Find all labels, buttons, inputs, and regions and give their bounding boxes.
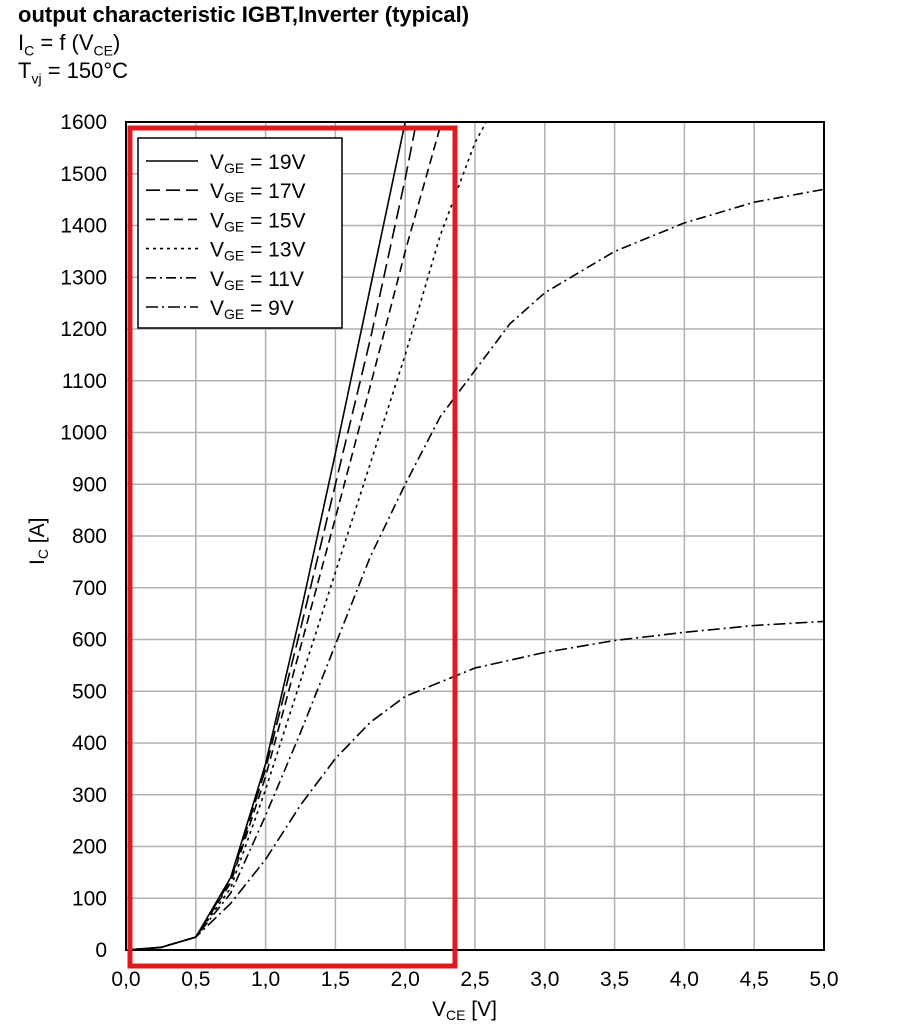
curves — [126, 122, 824, 950]
legend-label-11V: VGE = 11V — [210, 268, 304, 293]
x-tick-label: 4,0 — [670, 968, 699, 991]
x-tick-label: 5,0 — [809, 968, 838, 991]
y-tick-label: 700 — [72, 577, 107, 600]
y-tick-label: 1200 — [60, 318, 107, 341]
y-tick-label: 1400 — [60, 215, 107, 238]
x-tick-label: 4,5 — [740, 968, 769, 991]
legend-label-13V: VGE = 13V — [210, 239, 306, 264]
y-axis-label: IC [A] — [26, 518, 51, 565]
y-tick-label: 1100 — [62, 370, 107, 393]
plot-frame — [125, 121, 825, 951]
series-line-15V — [126, 126, 441, 950]
highlight-box — [127, 125, 458, 969]
x-tick-label: 3,0 — [530, 968, 559, 991]
y-tick-label: 300 — [72, 784, 107, 807]
y-tick-label: 1500 — [60, 163, 107, 186]
series-line-11V — [126, 188, 824, 950]
x-axis-label: VCE [V] — [432, 998, 497, 1023]
x-tick-label: 0,5 — [181, 968, 210, 991]
chart-subtitle-temperature: Tvj = 150°C — [18, 58, 129, 87]
y-tick-labels: 0 100 200 300 400 500 600 700 800 900 1000 1100 1200… — [60, 111, 107, 962]
legend-label-19V: VGE = 19V — [210, 151, 306, 176]
y-tick-label: 400 — [72, 732, 107, 755]
y-tick-label: 1600 — [60, 111, 107, 134]
chart-subtitle-function: IC = f (VCE) — [18, 30, 121, 59]
y-tick-label: 0 — [95, 939, 107, 962]
legend-label-17V: VGE = 17V — [210, 180, 306, 205]
y-tick-label: 200 — [72, 836, 107, 859]
y-tick-label: 800 — [72, 525, 107, 548]
x-tick-label: 3,5 — [600, 968, 629, 991]
x-tick-label: 2,5 — [460, 968, 489, 991]
x-tick-labels: 0,0 0,5 1,0 1,5 2,0 2,5 3,0 3,5 4,0 4,5 5,0 — [111, 968, 838, 991]
y-tick-label: 1300 — [60, 266, 107, 289]
y-tick-label: 900 — [72, 473, 107, 496]
x-tick-label: 2,0 — [391, 968, 420, 991]
legend-label-15V: VGE = 15V — [210, 209, 306, 234]
y-tick-label: 600 — [72, 629, 107, 652]
y-tick-label: 100 — [72, 887, 107, 910]
x-tick-label: 0,0 — [111, 968, 140, 991]
legend-label-9V: VGE = 9V — [210, 297, 294, 322]
legend: VGE = 19V VGE = 17V VGE = 15V VGE = 13V VGE … — [137, 137, 343, 329]
y-tick-label: 500 — [72, 680, 107, 703]
y-tick-label: 1000 — [60, 422, 107, 445]
x-tick-label: 1,0 — [251, 968, 280, 991]
x-tick-label: 1,5 — [321, 968, 350, 991]
legend-box — [137, 137, 343, 329]
chart-title: output characteristic IGBT,Inverter (typ… — [18, 2, 470, 27]
